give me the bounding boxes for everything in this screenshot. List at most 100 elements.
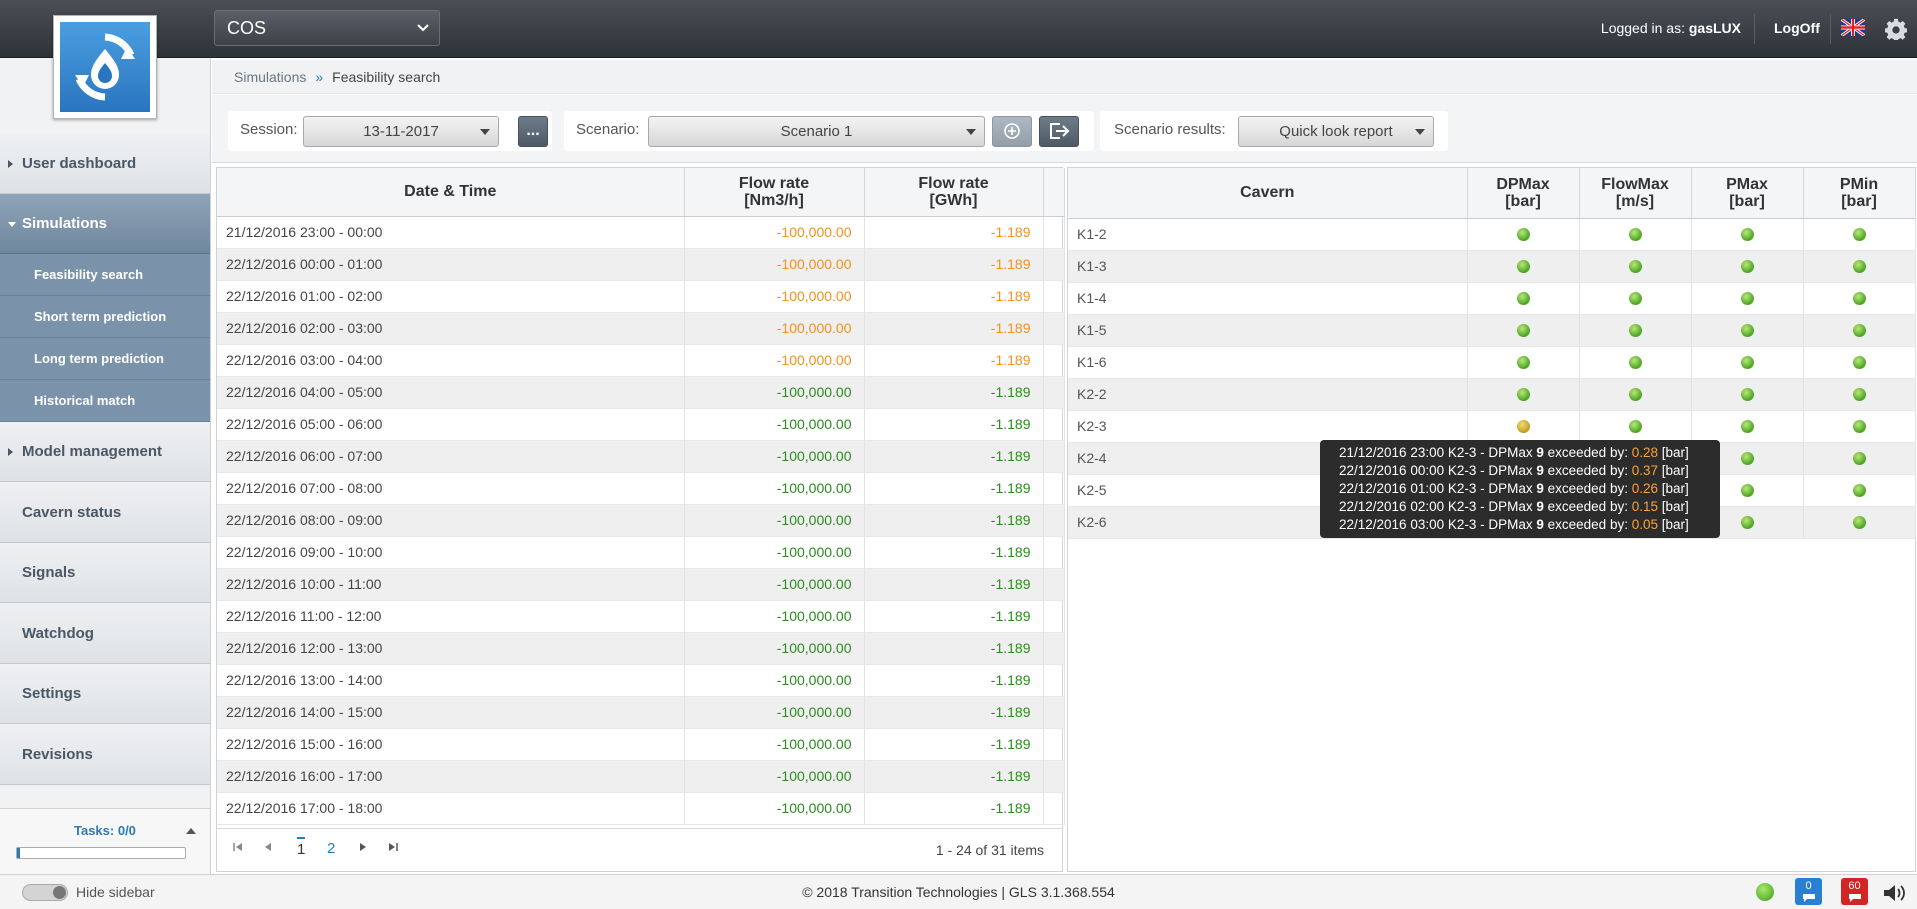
table-row[interactable]: K1-3 xyxy=(1068,250,1916,283)
table-row[interactable]: K1-6 xyxy=(1068,346,1916,379)
status-dot-icon[interactable] xyxy=(1852,227,1866,241)
status-dot-icon[interactable] xyxy=(1740,483,1754,497)
status-dot-icon[interactable] xyxy=(1852,259,1866,273)
cell-dpmax[interactable] xyxy=(1467,250,1580,283)
sidebar-item-settings[interactable]: Settings xyxy=(0,664,210,724)
cell-dpmax[interactable] xyxy=(1467,410,1580,443)
cell-pmin[interactable] xyxy=(1803,218,1916,251)
status-dot-icon[interactable] xyxy=(1740,291,1754,305)
cell-dpmax[interactable] xyxy=(1467,346,1580,379)
table-row[interactable]: 22/12/2016 10:00 - 11:00 -100,000.00 -1.18… xyxy=(217,568,1065,601)
table-row[interactable]: K1-4 xyxy=(1068,282,1916,315)
sidebar-subitem-short-term-prediction[interactable]: Short term prediction xyxy=(0,296,210,338)
status-dot-icon[interactable] xyxy=(1852,451,1866,465)
table-row[interactable]: 22/12/2016 12:00 - 13:00 -100,000.00 -1.18… xyxy=(217,632,1065,665)
last-page-icon[interactable] xyxy=(388,842,398,852)
status-dot-icon[interactable] xyxy=(1852,291,1866,305)
cell-pmax[interactable] xyxy=(1691,346,1804,379)
status-dot-icon[interactable] xyxy=(1740,451,1754,465)
table-row[interactable]: K2-2 xyxy=(1068,378,1916,411)
status-dot-icon[interactable] xyxy=(1516,323,1530,337)
status-dot-icon[interactable] xyxy=(1628,291,1642,305)
status-dot-icon[interactable] xyxy=(1628,387,1642,401)
status-dot-icon[interactable] xyxy=(1628,227,1642,241)
cell-flowmax[interactable] xyxy=(1579,314,1692,347)
first-page-icon[interactable] xyxy=(233,842,243,852)
sidebar-subitem-long-term-prediction[interactable]: Long term prediction xyxy=(0,338,210,380)
add-scenario-button[interactable] xyxy=(992,116,1032,147)
cell-pmin[interactable] xyxy=(1803,250,1916,283)
cell-pmin[interactable] xyxy=(1803,474,1916,507)
status-dot-icon[interactable] xyxy=(1852,483,1866,497)
cell-pmin[interactable] xyxy=(1803,378,1916,411)
status-dot-icon[interactable] xyxy=(1740,419,1754,433)
cell-pmin[interactable] xyxy=(1803,314,1916,347)
table-row[interactable]: K2-3 xyxy=(1068,410,1916,443)
col-pmin[interactable]: PMin [bar] xyxy=(1803,168,1916,219)
cell-pmax[interactable] xyxy=(1691,218,1804,251)
table-row[interactable]: 22/12/2016 08:00 - 09:00 -100,000.00 -1.18… xyxy=(217,504,1065,537)
breadcrumb-simulations[interactable]: Simulations xyxy=(234,69,307,85)
logoff-button[interactable]: LogOff xyxy=(1774,20,1820,36)
status-dot-icon[interactable] xyxy=(1740,515,1754,529)
prev-page-icon[interactable] xyxy=(263,842,273,852)
sidebar-item-user-dashboard[interactable]: User dashboard xyxy=(0,134,210,194)
cell-flowmax[interactable] xyxy=(1579,250,1692,283)
cell-flowmax[interactable] xyxy=(1579,218,1692,251)
col-flowmax[interactable]: FlowMax [m/s] xyxy=(1579,168,1692,219)
cell-pmax[interactable] xyxy=(1691,314,1804,347)
status-dot-icon[interactable] xyxy=(1516,387,1530,401)
table-row[interactable]: 22/12/2016 16:00 - 17:00 -100,000.00 -1.18… xyxy=(217,760,1065,793)
table-row[interactable]: 22/12/2016 07:00 - 08:00 -100,000.00 -1.18… xyxy=(217,472,1065,505)
status-dot-icon[interactable] xyxy=(1740,259,1754,273)
app-selector[interactable]: COS xyxy=(214,10,440,46)
cell-dpmax[interactable] xyxy=(1467,282,1580,315)
col-flow-nm3[interactable]: Flow rate [Nm3/h] xyxy=(684,168,865,217)
table-row[interactable]: 22/12/2016 02:00 - 03:00 -100,000.00 -1.18… xyxy=(217,312,1065,345)
status-dot-icon[interactable] xyxy=(1852,419,1866,433)
cell-dpmax[interactable] xyxy=(1467,314,1580,347)
status-dot-icon[interactable] xyxy=(1516,227,1530,241)
status-dot-icon[interactable] xyxy=(1516,259,1530,273)
table-row[interactable]: K1-5 xyxy=(1068,314,1916,347)
status-dot-icon[interactable] xyxy=(1852,323,1866,337)
table-row[interactable]: 22/12/2016 14:00 - 15:00 -100,000.00 -1.18… xyxy=(217,696,1065,729)
table-row[interactable]: K1-2 xyxy=(1068,218,1916,251)
col-pmax[interactable]: PMax [bar] xyxy=(1691,168,1804,219)
table-row[interactable]: 22/12/2016 01:00 - 02:00 -100,000.00 -1.18… xyxy=(217,280,1065,313)
sidebar-subitem-historical-match[interactable]: Historical match xyxy=(0,380,210,422)
cell-flowmax[interactable] xyxy=(1579,378,1692,411)
cell-pmax[interactable] xyxy=(1691,378,1804,411)
cell-pmin[interactable] xyxy=(1803,442,1916,475)
table-row[interactable]: 21/12/2016 23:00 - 00:00 -100,000.00 -1.18… xyxy=(217,216,1065,249)
export-scenario-button[interactable] xyxy=(1039,116,1079,147)
speaker-icon[interactable] xyxy=(1882,883,1908,903)
messages-badge[interactable]: 0 xyxy=(1795,878,1822,905)
cell-pmin[interactable] xyxy=(1803,410,1916,443)
status-dot-icon[interactable] xyxy=(1740,387,1754,401)
scenario-results-select[interactable]: Quick look report xyxy=(1238,116,1434,147)
status-dot-icon[interactable] xyxy=(1740,227,1754,241)
table-row[interactable]: 22/12/2016 11:00 - 12:00 -100,000.00 -1.18… xyxy=(217,600,1065,633)
table-row[interactable]: 22/12/2016 05:00 - 06:00 -100,000.00 -1.18… xyxy=(217,408,1065,441)
cell-pmax[interactable] xyxy=(1691,410,1804,443)
col-date-time[interactable]: Date & Time xyxy=(217,168,685,217)
session-more-button[interactable]: ... xyxy=(518,116,548,147)
status-dot-icon[interactable] xyxy=(1628,259,1642,273)
cell-pmin[interactable] xyxy=(1803,346,1916,379)
status-dot-icon[interactable] xyxy=(1852,515,1866,529)
sidebar-item-simulations[interactable]: Simulations xyxy=(0,194,210,254)
cell-pmin[interactable] xyxy=(1803,506,1916,539)
page-1[interactable]: 1 xyxy=(297,837,306,858)
status-dot-icon[interactable] xyxy=(1516,419,1530,433)
status-dot-icon[interactable] xyxy=(1740,355,1754,369)
sidebar-item-model-management[interactable]: Model management xyxy=(0,422,210,482)
chevron-up-icon[interactable] xyxy=(186,828,196,834)
cell-dpmax[interactable] xyxy=(1467,218,1580,251)
table-row[interactable]: 22/12/2016 09:00 - 10:00 -100,000.00 -1.18… xyxy=(217,536,1065,569)
status-dot-icon[interactable] xyxy=(1628,323,1642,337)
sidebar-subitem-feasibility-search[interactable]: Feasibility search xyxy=(0,254,210,296)
col-flow-gwh[interactable]: Flow rate [GWh] xyxy=(864,168,1044,217)
sidebar-item-cavern-status[interactable]: Cavern status xyxy=(0,482,210,543)
table-row[interactable]: 22/12/2016 04:00 - 05:00 -100,000.00 -1.18… xyxy=(217,376,1065,409)
